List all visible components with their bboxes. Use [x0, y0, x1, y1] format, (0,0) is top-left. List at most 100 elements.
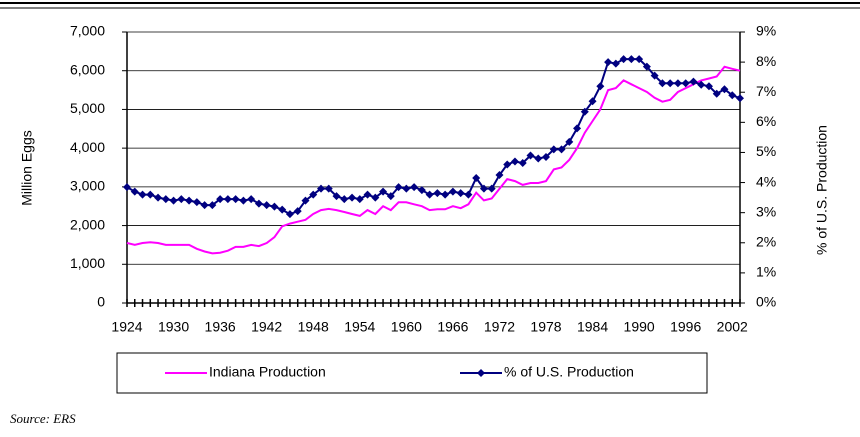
y2-tick-label: 5%: [756, 143, 776, 159]
series-marker: [270, 202, 279, 211]
y2-axis-title: % of U.S. Production: [814, 125, 830, 255]
y-tick-label: 2,000: [70, 216, 105, 232]
series-marker: [712, 89, 721, 98]
series-marker: [611, 59, 620, 68]
source: Source: ERS: [10, 411, 76, 426]
series-marker: [697, 80, 706, 89]
series-marker: [549, 145, 558, 154]
y-tick-label: 5,000: [70, 100, 105, 116]
series-marker: [642, 62, 651, 71]
series-marker: [208, 201, 217, 210]
y2-tick-label: 8%: [756, 53, 776, 69]
series-marker: [130, 187, 139, 196]
y-tick-label: 1,000: [70, 255, 105, 271]
series-marker: [402, 184, 411, 193]
series-marker: [278, 205, 287, 214]
series-marker: [666, 79, 675, 88]
series-marker: [510, 157, 519, 166]
y2-tick-label: 6%: [756, 113, 776, 129]
x-tick-label: 1984: [577, 319, 608, 335]
series-marker: [185, 196, 194, 205]
series-marker: [573, 124, 582, 133]
series-marker: [316, 184, 325, 193]
x-tick-label: 1996: [670, 319, 701, 335]
y2-tick-label: 3%: [756, 203, 776, 219]
x-tick-label: 1948: [298, 319, 329, 335]
series-marker: [580, 107, 589, 116]
y-tick-label: 3,000: [70, 178, 105, 194]
series-marker: [154, 193, 163, 202]
y2-tick-label: 4%: [756, 173, 776, 189]
series-marker: [146, 190, 155, 199]
y-tick-label: 6,000: [70, 61, 105, 77]
series-marker: [433, 189, 442, 198]
series-marker: [394, 183, 403, 192]
series-marker: [355, 195, 364, 204]
series-marker: [441, 190, 450, 199]
series-marker: [123, 183, 131, 192]
series-marker: [324, 184, 333, 193]
series-marker: [557, 145, 566, 154]
series-marker: [169, 196, 178, 205]
series-line: [126, 58, 741, 216]
y-axis-title: Million Eggs: [19, 130, 35, 205]
series-marker: [736, 94, 744, 103]
series-marker: [425, 190, 434, 199]
series-marker: [689, 77, 698, 86]
series-marker: [309, 190, 318, 199]
series-marker: [161, 195, 170, 204]
series-marker: [464, 190, 473, 199]
series-marker: [565, 137, 574, 146]
series-marker: [704, 82, 713, 91]
series-marker: [503, 160, 512, 169]
x-tick-label: 1930: [158, 319, 189, 335]
series-marker: [417, 186, 426, 195]
series-marker: [293, 207, 302, 216]
series-marker: [534, 154, 543, 163]
series-marker: [363, 190, 372, 199]
series-marker: [518, 158, 527, 167]
x-tick-label: 1924: [111, 319, 142, 335]
series-marker: [200, 201, 209, 210]
series-marker: [604, 58, 613, 67]
series-marker: [487, 184, 496, 193]
y2-tick-label: 7%: [756, 83, 776, 99]
series-marker: [223, 195, 232, 204]
x-tick-label: 1966: [437, 319, 468, 335]
y-tick-label: 4,000: [70, 139, 105, 155]
x-tick-label: 1936: [205, 319, 236, 335]
series-marker: [495, 171, 504, 180]
series-marker: [216, 195, 225, 204]
series-marker: [371, 193, 380, 202]
series-marker: [379, 187, 388, 196]
series-marker: [348, 193, 357, 202]
series-marker: [542, 152, 551, 161]
series-marker: [456, 189, 465, 198]
series-marker: [332, 192, 341, 201]
series-marker: [386, 192, 395, 201]
x-tick-label: 1960: [391, 319, 422, 335]
y-tick-label: 0: [97, 294, 105, 310]
legend: [116, 352, 708, 394]
y-tick-label: 7,000: [70, 23, 105, 39]
x-tick-label: 1990: [624, 319, 655, 335]
series-marker: [627, 55, 636, 64]
series-marker: [526, 151, 535, 160]
series-marker: [239, 196, 248, 205]
y2-tick-label: 2%: [756, 233, 776, 249]
series-line: [126, 65, 741, 255]
series-marker: [588, 97, 597, 106]
x-tick-label: 1972: [484, 319, 515, 335]
series-marker: [410, 183, 419, 192]
series-marker: [673, 79, 682, 88]
x-tick-label: 2002: [717, 319, 748, 335]
series-marker: [247, 195, 256, 204]
series-marker: [301, 196, 310, 205]
y2-tick-label: 9%: [756, 23, 776, 39]
series-marker: [728, 91, 737, 100]
series-marker: [177, 195, 186, 204]
x-tick-label: 1978: [530, 319, 561, 335]
x-tick-label: 1942: [251, 319, 282, 335]
series-marker: [340, 195, 349, 204]
